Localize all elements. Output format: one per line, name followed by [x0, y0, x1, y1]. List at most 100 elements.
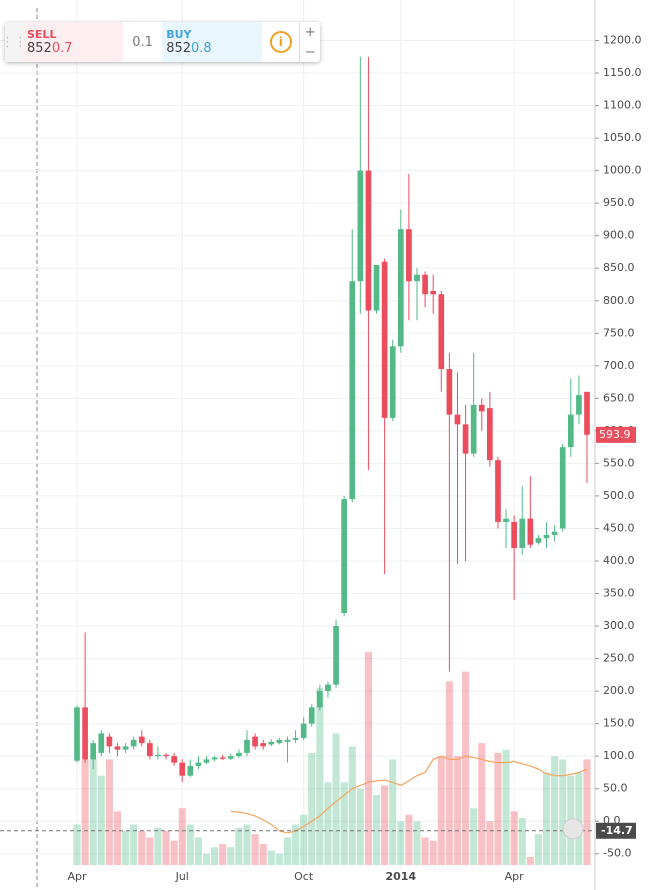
candle-body: [276, 739, 283, 744]
candle-body: [349, 281, 356, 500]
volume-bar: [316, 687, 324, 865]
volume-bar: [348, 746, 356, 865]
volume-bar: [534, 834, 542, 865]
volume-bar: [372, 795, 381, 865]
candle-body: [478, 404, 485, 412]
candle-body: [317, 691, 323, 708]
y-tick-label: 150.0: [603, 717, 635, 730]
candle-body: [365, 170, 372, 311]
candle-body: [252, 736, 258, 747]
y-tick-label: 1050.0: [603, 131, 642, 144]
candle-body: [559, 447, 566, 529]
volume-bar: [267, 850, 275, 865]
candle-body: [511, 521, 517, 548]
volume-bar: [308, 752, 316, 865]
candle-body: [284, 739, 291, 742]
buy-label: BUY: [166, 28, 192, 41]
volume-bar: [202, 853, 211, 865]
volume-bar: [526, 856, 534, 865]
candle-body: [567, 414, 574, 448]
volume-bar: [178, 808, 186, 865]
candle-body: [381, 261, 388, 418]
volume-bar: [259, 843, 267, 865]
sell-label: SELL: [27, 28, 57, 41]
spread: 0.1: [123, 22, 162, 62]
candle-body: [341, 499, 347, 614]
x-tick-label: Apr: [67, 870, 87, 883]
volume-bar: [397, 821, 405, 865]
volume-bar: [405, 814, 413, 865]
volume-bar: [478, 743, 486, 865]
candle-body: [397, 229, 404, 347]
volume-bar: [235, 827, 243, 865]
candle-body: [576, 395, 582, 415]
candle-body: [389, 346, 396, 418]
candle-body: [414, 274, 420, 282]
candle-body: [406, 229, 412, 282]
volume-bar: [542, 772, 551, 865]
buy-price-int: 852: [166, 41, 192, 56]
volume-layer: [73, 652, 591, 865]
candle-body: [90, 743, 97, 760]
candle-body: [195, 762, 202, 766]
x-tick-label: 2014: [385, 870, 416, 883]
candle-body: [187, 765, 194, 776]
sell-button[interactable]: SELL 8520.7: [23, 22, 123, 62]
candle-body: [163, 754, 169, 757]
volume-bar: [283, 837, 292, 865]
candle-body: [551, 531, 558, 535]
candle-body: [527, 518, 534, 545]
candle-body: [122, 746, 129, 750]
volume-bar: [462, 671, 470, 865]
candle-body: [438, 294, 445, 370]
minus-button[interactable]: −: [304, 44, 316, 60]
volume-bar: [97, 775, 105, 865]
volume-bar: [186, 824, 194, 865]
plus-button[interactable]: +: [304, 24, 316, 40]
y-tick-label: 900.0: [603, 229, 635, 242]
drag-handle[interactable]: ⋮⋮: [1, 22, 27, 62]
candle-body: [373, 264, 380, 311]
candle-body: [325, 684, 331, 692]
last-price-label: 593.9: [599, 428, 631, 441]
candle-body: [138, 736, 145, 744]
candle-body: [211, 757, 218, 760]
info-button[interactable]: i: [262, 22, 299, 62]
volume-bar: [518, 817, 526, 865]
y-tick-label: 950.0: [603, 196, 635, 209]
candle-body: [430, 290, 437, 295]
ma-layer: [230, 755, 588, 834]
volume-bar: [275, 853, 283, 865]
volume-bar: [381, 785, 389, 865]
y-tick-label: -50.0: [603, 847, 631, 860]
volume-bar: [251, 834, 259, 865]
candle-body: [74, 707, 80, 761]
volume-bar: [510, 811, 518, 865]
volume-bar: [89, 759, 97, 865]
scroll-button[interactable]: [562, 818, 584, 840]
candle-body: [462, 424, 469, 454]
y-tick-label: 400.0: [603, 554, 635, 567]
candle-body: [308, 707, 315, 724]
buy-button[interactable]: BUY 8520.8: [162, 22, 263, 62]
candle-body: [130, 739, 137, 747]
candle-body: [446, 369, 453, 415]
volume-bar: [583, 759, 591, 865]
candle-body: [300, 723, 307, 738]
last-price-bg: [596, 426, 636, 443]
volume-bar: [445, 681, 453, 865]
candle-body: [503, 518, 509, 522]
candle-body: [155, 754, 161, 757]
volume-bar: [389, 759, 397, 865]
y-tick-label: 650.0: [603, 391, 635, 404]
volume-bar: [494, 752, 502, 865]
volume-bar: [105, 759, 113, 865]
candle-body: [114, 746, 121, 750]
volume-bar: [340, 782, 348, 865]
qty-controls: + −: [299, 22, 320, 62]
y-tick-label: 750.0: [603, 326, 635, 339]
volume-bar: [453, 756, 462, 865]
moving-average: [230, 755, 588, 834]
